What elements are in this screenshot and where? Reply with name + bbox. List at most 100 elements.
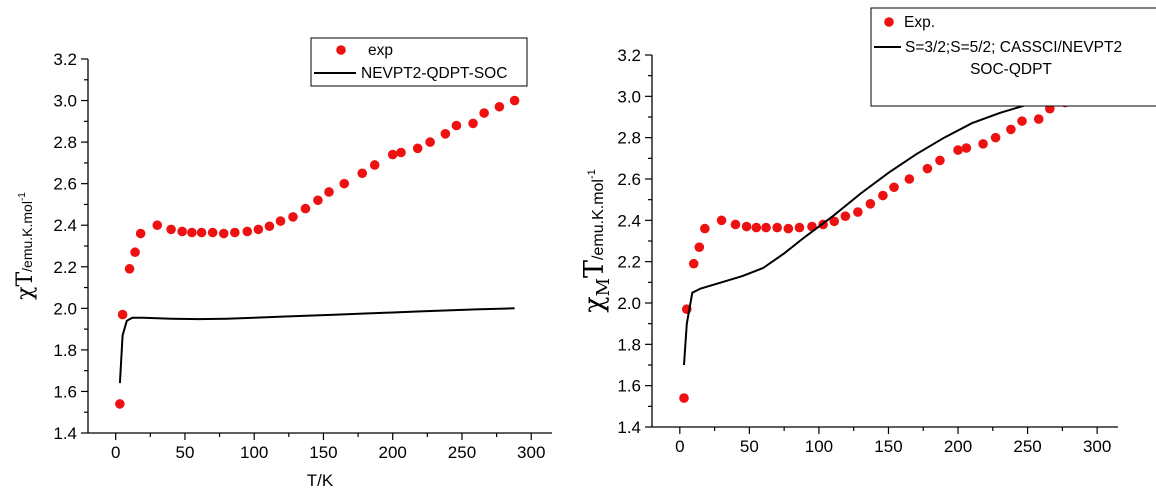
legend-marker-exp xyxy=(884,17,894,27)
legend: Exp. S=3/2;S=5/2; CASSCI/NEVPT2 SOC-QDPT xyxy=(870,7,1156,107)
data-point xyxy=(865,199,876,209)
data-point xyxy=(124,264,135,274)
data-point xyxy=(794,222,805,233)
data-point xyxy=(772,222,782,233)
data-point xyxy=(751,222,762,233)
data-point xyxy=(679,393,689,403)
ylabel-sup: -1 xyxy=(586,169,598,179)
data-point xyxy=(922,163,933,174)
data-point xyxy=(451,120,462,131)
x-tick-label: 100 xyxy=(805,437,833,456)
data-point xyxy=(369,160,380,170)
data-point xyxy=(264,221,275,232)
x-tick-label: 50 xyxy=(740,437,759,456)
y-tick-label: 1.4 xyxy=(53,424,77,443)
data-point xyxy=(300,203,311,214)
y-tick-label: 1.6 xyxy=(53,382,77,401)
legend-label-theory: S=3/2;S=5/2; CASSCI/NEVPT2 xyxy=(905,39,1122,56)
data-point xyxy=(1017,116,1027,126)
y-tick-label: 2.4 xyxy=(617,211,641,230)
x-tick-label: 0 xyxy=(675,437,684,456)
series-line xyxy=(118,307,515,384)
data-point xyxy=(829,216,840,227)
data-point xyxy=(166,224,176,235)
ylabel-T: T xyxy=(579,260,610,278)
data-point xyxy=(730,219,741,230)
ylabel-sup: -1 xyxy=(17,192,28,201)
y-axis-label-text: χT/emu.K.mol-1 xyxy=(13,192,38,300)
legend-box xyxy=(870,7,1156,107)
data-point xyxy=(396,147,406,158)
data-point xyxy=(700,223,710,234)
x-tick-label: 250 xyxy=(1013,437,1041,456)
x-tick-label: 200 xyxy=(379,443,407,462)
x-tick-label: 250 xyxy=(448,443,476,462)
data-point xyxy=(694,242,705,252)
data-point xyxy=(275,216,286,226)
data-point xyxy=(688,258,699,269)
data-point xyxy=(339,178,350,189)
y-tick-label: 2.2 xyxy=(53,258,77,277)
ylabel-chiT: χT xyxy=(13,272,38,300)
ylabel-unit: /emu.K.mol xyxy=(19,201,35,272)
y-tick-label: 2.0 xyxy=(617,294,641,313)
data-point xyxy=(253,224,264,235)
data-point xyxy=(840,211,851,221)
data-point xyxy=(978,139,988,149)
data-point xyxy=(716,215,727,226)
x-tick-label: 300 xyxy=(517,443,545,462)
y-tick-label: 2.6 xyxy=(617,170,641,189)
x-tick-label: 50 xyxy=(175,443,194,462)
x-tick-label: 200 xyxy=(944,437,972,456)
data-point xyxy=(152,220,163,231)
data-point xyxy=(935,155,945,166)
data-point xyxy=(904,174,915,184)
data-point xyxy=(117,309,128,320)
data-point xyxy=(387,149,398,160)
legend: exp NEVPT2-QDPT-SOC xyxy=(310,37,528,87)
y-axis-label: χMT/emu.K.mol-1 xyxy=(579,169,614,313)
y-tick-label: 3.0 xyxy=(617,87,641,106)
data-point xyxy=(357,168,368,179)
data-point xyxy=(218,228,229,239)
legend-label-exp: Exp. xyxy=(904,14,935,31)
x-tick-label: 100 xyxy=(240,443,268,462)
ylabel-sub: M xyxy=(593,278,614,296)
data-point xyxy=(115,399,125,409)
data-point xyxy=(741,221,752,232)
y-tick-label: 3.2 xyxy=(617,46,641,65)
legend-marker-exp xyxy=(336,45,346,55)
chart-panel-1: 0 50 100 150 200 250 300 1.4 1.6 1.8 2.0 2.2 2.4 2.6 2… xyxy=(13,37,552,490)
data-point xyxy=(288,212,298,222)
data-point xyxy=(878,190,888,201)
x-tick-label: 150 xyxy=(874,437,902,456)
data-point xyxy=(440,129,451,139)
y-tick-label: 3.2 xyxy=(53,50,77,69)
data-point xyxy=(1033,114,1044,124)
data-point xyxy=(1006,124,1016,135)
y-tick-label: 3.0 xyxy=(53,92,77,111)
data-point xyxy=(130,247,140,258)
data-point xyxy=(961,143,972,153)
x-tick-label: 300 xyxy=(1083,437,1111,456)
data-point xyxy=(187,227,197,238)
y-tick-label: 2.8 xyxy=(53,133,77,152)
x-tick-label: 0 xyxy=(111,443,120,462)
y-axis-label-text: χMT/emu.K.mol-1 xyxy=(579,169,614,313)
x-axis-label: T/K xyxy=(307,471,334,490)
data-point xyxy=(853,207,863,217)
data-point xyxy=(761,222,771,233)
data-point xyxy=(230,227,240,238)
data-point xyxy=(783,223,794,234)
data-point xyxy=(196,227,207,238)
data-point xyxy=(324,187,334,197)
data-point xyxy=(494,101,505,112)
data-point xyxy=(468,118,478,129)
data-point xyxy=(177,226,187,237)
chart-panel-2: 0 50 100 150 200 250 300 1.4 1.6 1.8 2.0 2.2 2.4 2.6 2… xyxy=(579,7,1156,456)
data-point xyxy=(425,137,435,147)
y-tick-label: 2.4 xyxy=(53,216,77,235)
x-tick-label: 150 xyxy=(309,443,337,462)
data-point xyxy=(990,132,1001,143)
